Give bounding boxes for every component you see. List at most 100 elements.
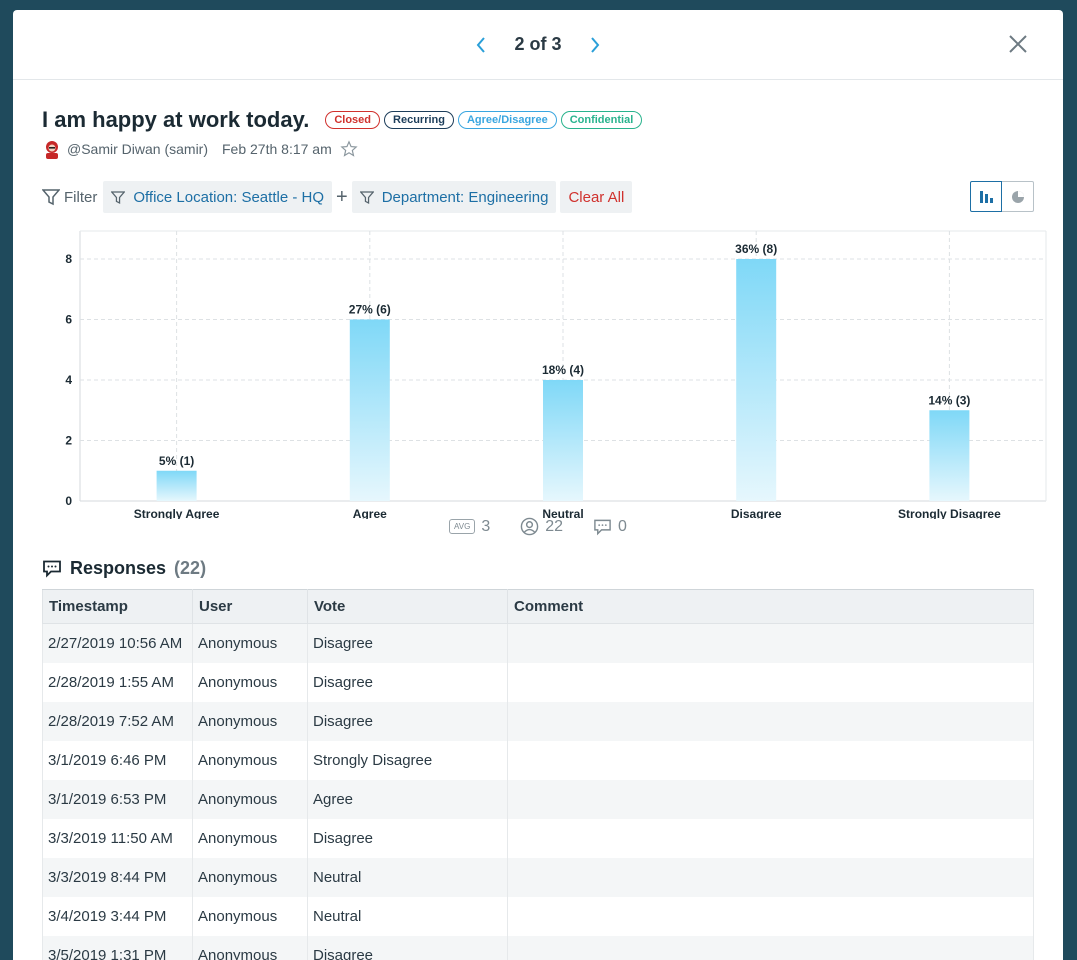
bar-chart-icon [980, 190, 993, 203]
chevron-right-icon [590, 36, 599, 53]
cell-timestamp: 2/27/2019 10:56 AM [42, 623, 193, 663]
cell-user: Anonymous [192, 740, 308, 780]
cell-user: Anonymous [192, 857, 308, 897]
close-button[interactable] [1007, 33, 1029, 55]
pager: 2 of 3 [470, 34, 605, 56]
filter-icon [42, 189, 60, 206]
cell-vote: Disagree [307, 623, 508, 663]
cell-timestamp: 3/1/2019 6:46 PM [42, 740, 193, 780]
cell-comment [507, 779, 1034, 819]
cell-comment [507, 896, 1034, 936]
x-tick-label: Strongly Agree [134, 507, 220, 519]
poll-meta: @Samir Diwan (samir) Feb 27th 8:17 am [42, 139, 1034, 159]
filter-icon [111, 190, 126, 204]
comment-icon [594, 519, 611, 535]
column-header-timestamp[interactable]: Timestamp [42, 589, 193, 624]
average-stat: AVG 3 [449, 517, 490, 536]
x-tick-label: Strongly Disagree [898, 507, 1001, 519]
x-tick-label: Agree [353, 507, 387, 519]
avatar[interactable] [42, 139, 62, 159]
table-row: 3/3/2019 8:44 PM Anonymous Neutral [42, 857, 1034, 897]
filter-bar: Filter Office Location: Seattle - HQ + D… [42, 181, 1034, 213]
cell-user: Anonymous [192, 779, 308, 819]
page-indicator: 2 of 3 [514, 34, 562, 54]
y-tick-label: 0 [65, 494, 72, 508]
user-circle-icon [520, 517, 539, 536]
responses-table: Timestamp User Vote Comment 2/27/2019 10… [42, 589, 1034, 960]
cell-timestamp: 2/28/2019 7:52 AM [42, 701, 193, 741]
title-row: I am happy at work today. Closed Recurri… [42, 107, 1034, 133]
cell-comment [507, 623, 1034, 663]
y-tick-label: 2 [65, 434, 72, 448]
bar[interactable] [736, 259, 777, 501]
cell-user: Anonymous [192, 623, 308, 663]
star-icon[interactable] [340, 140, 358, 158]
cell-comment [507, 935, 1034, 960]
cell-vote: Neutral [307, 857, 508, 897]
clear-all-button[interactable]: Clear All [560, 181, 633, 213]
cell-user: Anonymous [192, 818, 308, 858]
tag-closed: Closed [325, 111, 381, 129]
cell-vote: Neutral [307, 896, 508, 936]
poll-stats: AVG 3 22 0 [42, 517, 1034, 536]
table-header-row: Timestamp User Vote Comment [42, 589, 1034, 624]
bar-view-button[interactable] [970, 181, 1002, 212]
filter-chip-department[interactable]: Department: Engineering [351, 181, 557, 213]
bar[interactable] [156, 470, 197, 501]
cell-comment [507, 818, 1034, 858]
cell-vote: Strongly Disagree [307, 740, 508, 780]
filter-chip-office-location[interactable]: Office Location: Seattle - HQ [103, 181, 332, 213]
add-filter-button[interactable]: + [336, 185, 348, 208]
chart-svg: 0 2 4 6 8 5% (1) Strongly Agree 27% (6) Agree 18%… [65, 230, 1047, 521]
cell-comment [507, 740, 1034, 780]
tag-recurring: Recurring [384, 111, 454, 129]
table-row: 3/5/2019 1:31 PM Anonymous Disagree [42, 935, 1034, 960]
next-button[interactable] [584, 34, 606, 56]
data-label: 5% (1) [159, 454, 194, 468]
pie-view-button[interactable] [1002, 181, 1034, 212]
data-label: 18% (4) [542, 363, 584, 377]
cell-vote: Disagree [307, 662, 508, 702]
column-header-user[interactable]: User [192, 589, 308, 624]
bar[interactable] [349, 319, 390, 502]
column-header-comment[interactable]: Comment [507, 589, 1034, 624]
x-tick-label: Disagree [731, 507, 782, 519]
poll-results-modal: 2 of 3 I am happy at work today. Closed … [13, 10, 1063, 960]
table-row: 2/27/2019 10:56 AM Anonymous Disagree [42, 623, 1034, 663]
cell-user: Anonymous [192, 701, 308, 741]
column-header-vote[interactable]: Vote [307, 589, 508, 624]
table-row: 3/1/2019 6:46 PM Anonymous Strongly Disagr… [42, 740, 1034, 780]
responses-title: Responses [70, 558, 167, 578]
filter-icon [359, 190, 374, 204]
vote-bar-chart: 0 2 4 6 8 5% (1) Strongly Agree 27% (6) Agree 18%… [42, 219, 1047, 521]
cell-user: Anonymous [192, 662, 308, 702]
y-tick-label: 8 [65, 252, 72, 266]
cell-vote: Disagree [307, 701, 508, 741]
author-name[interactable]: @Samir Diwan (samir) [67, 141, 208, 157]
y-tick-label: 4 [65, 373, 72, 387]
poll-title: I am happy at work today. [42, 107, 310, 132]
previous-button[interactable] [470, 34, 492, 56]
cell-user: Anonymous [192, 896, 308, 936]
bar[interactable] [929, 410, 970, 501]
respondents-stat: 22 [520, 517, 563, 536]
avg-icon: AVG [449, 519, 476, 534]
cell-timestamp: 3/5/2019 1:31 PM [42, 935, 193, 960]
cell-timestamp: 3/3/2019 11:50 AM [42, 818, 193, 858]
comment-icon [43, 560, 61, 578]
filter-button[interactable]: Filter [42, 188, 97, 206]
cell-comment [507, 662, 1034, 702]
poll-date: Feb 27th 8:17 am [222, 141, 332, 157]
bar[interactable] [543, 380, 583, 501]
cell-vote: Disagree [307, 818, 508, 858]
respondents-count: 22 [545, 517, 564, 535]
tag-agree-disagree: Agree/Disagree [457, 111, 557, 129]
responses-header: Responses (22) [42, 558, 1034, 579]
table-row: 3/3/2019 11:50 AM Anonymous Disagree [42, 818, 1034, 858]
data-label: 36% (8) [735, 242, 777, 256]
x-tick-label: Neutral [542, 507, 583, 519]
modal-header: 2 of 3 [13, 10, 1063, 80]
pie-chart-icon [1011, 190, 1024, 203]
data-label: 27% (6) [349, 303, 391, 317]
responses-count: (22) [174, 558, 207, 578]
